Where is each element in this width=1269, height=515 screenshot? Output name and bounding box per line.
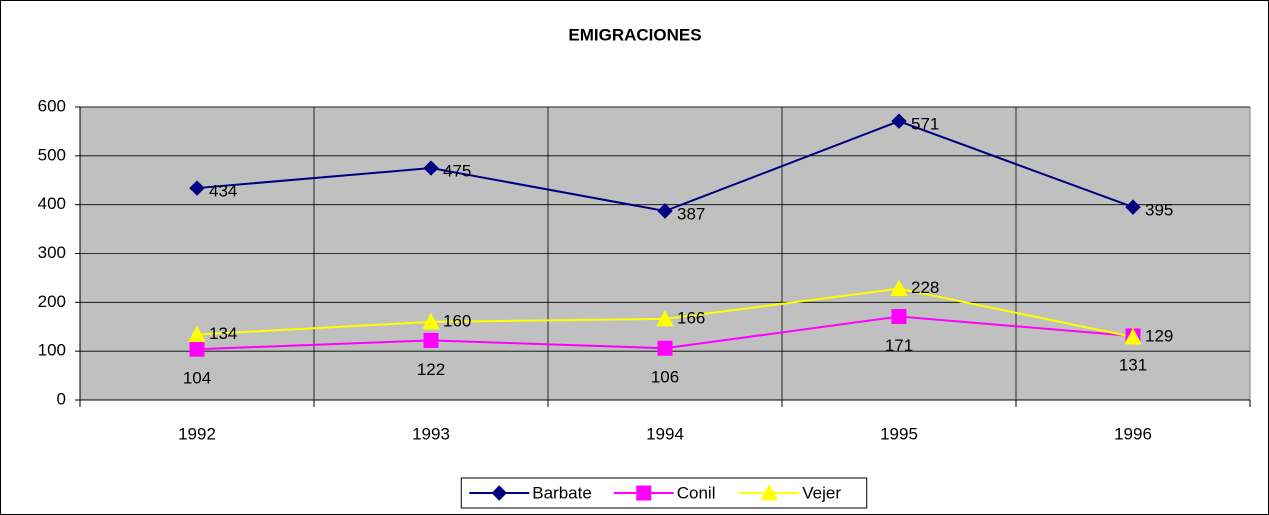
legend: Barbate Conil Vejer — [460, 477, 868, 509]
y-tick-label: 200 — [38, 292, 66, 311]
data-label: 475 — [443, 162, 471, 181]
marker — [188, 325, 206, 343]
legend-label: Conil — [677, 483, 716, 502]
data-label: 160 — [443, 311, 471, 330]
marker — [1125, 199, 1141, 215]
data-label: 129 — [1145, 326, 1173, 345]
data-label: 106 — [651, 368, 679, 387]
y-tick-label: 100 — [38, 341, 66, 360]
data-label: 434 — [209, 182, 237, 201]
x-tick-label: 1994 — [646, 424, 684, 443]
data-label: 166 — [677, 308, 705, 327]
data-label: 228 — [911, 278, 939, 297]
marker — [491, 485, 507, 501]
marker — [636, 485, 652, 501]
marker — [891, 113, 907, 129]
y-tick-label: 0 — [57, 389, 66, 408]
y-tick-label: 300 — [38, 243, 66, 262]
marker — [1124, 327, 1142, 345]
x-tick-label: 1996 — [1114, 424, 1152, 443]
marker — [189, 341, 205, 357]
data-label: 122 — [417, 360, 445, 379]
marker — [890, 279, 908, 297]
marker — [657, 203, 673, 219]
x-tick-label: 1992 — [178, 424, 216, 443]
data-label: 395 — [1145, 201, 1173, 220]
chart-title: EMIGRACIONES — [568, 25, 701, 44]
marker — [760, 483, 779, 501]
marker — [189, 180, 205, 196]
marker — [422, 312, 440, 330]
x-tick-label: 1995 — [880, 424, 918, 443]
legend-label: Vejer — [802, 483, 841, 502]
marker — [423, 160, 439, 176]
data-label: 131 — [1119, 356, 1147, 375]
marker — [891, 308, 907, 324]
data-label: 571 — [911, 115, 939, 134]
legend-label: Barbate — [532, 483, 592, 502]
x-tick-label: 1993 — [412, 424, 450, 443]
y-tick-label: 500 — [38, 145, 66, 164]
data-label: 134 — [209, 324, 237, 343]
data-label: 387 — [677, 204, 705, 223]
y-tick-label: 600 — [38, 96, 66, 115]
marker — [657, 340, 673, 356]
marker — [423, 332, 439, 348]
data-label: 171 — [885, 336, 913, 355]
y-tick-label: 400 — [38, 194, 66, 213]
marker — [656, 309, 674, 327]
data-label: 104 — [183, 369, 211, 388]
